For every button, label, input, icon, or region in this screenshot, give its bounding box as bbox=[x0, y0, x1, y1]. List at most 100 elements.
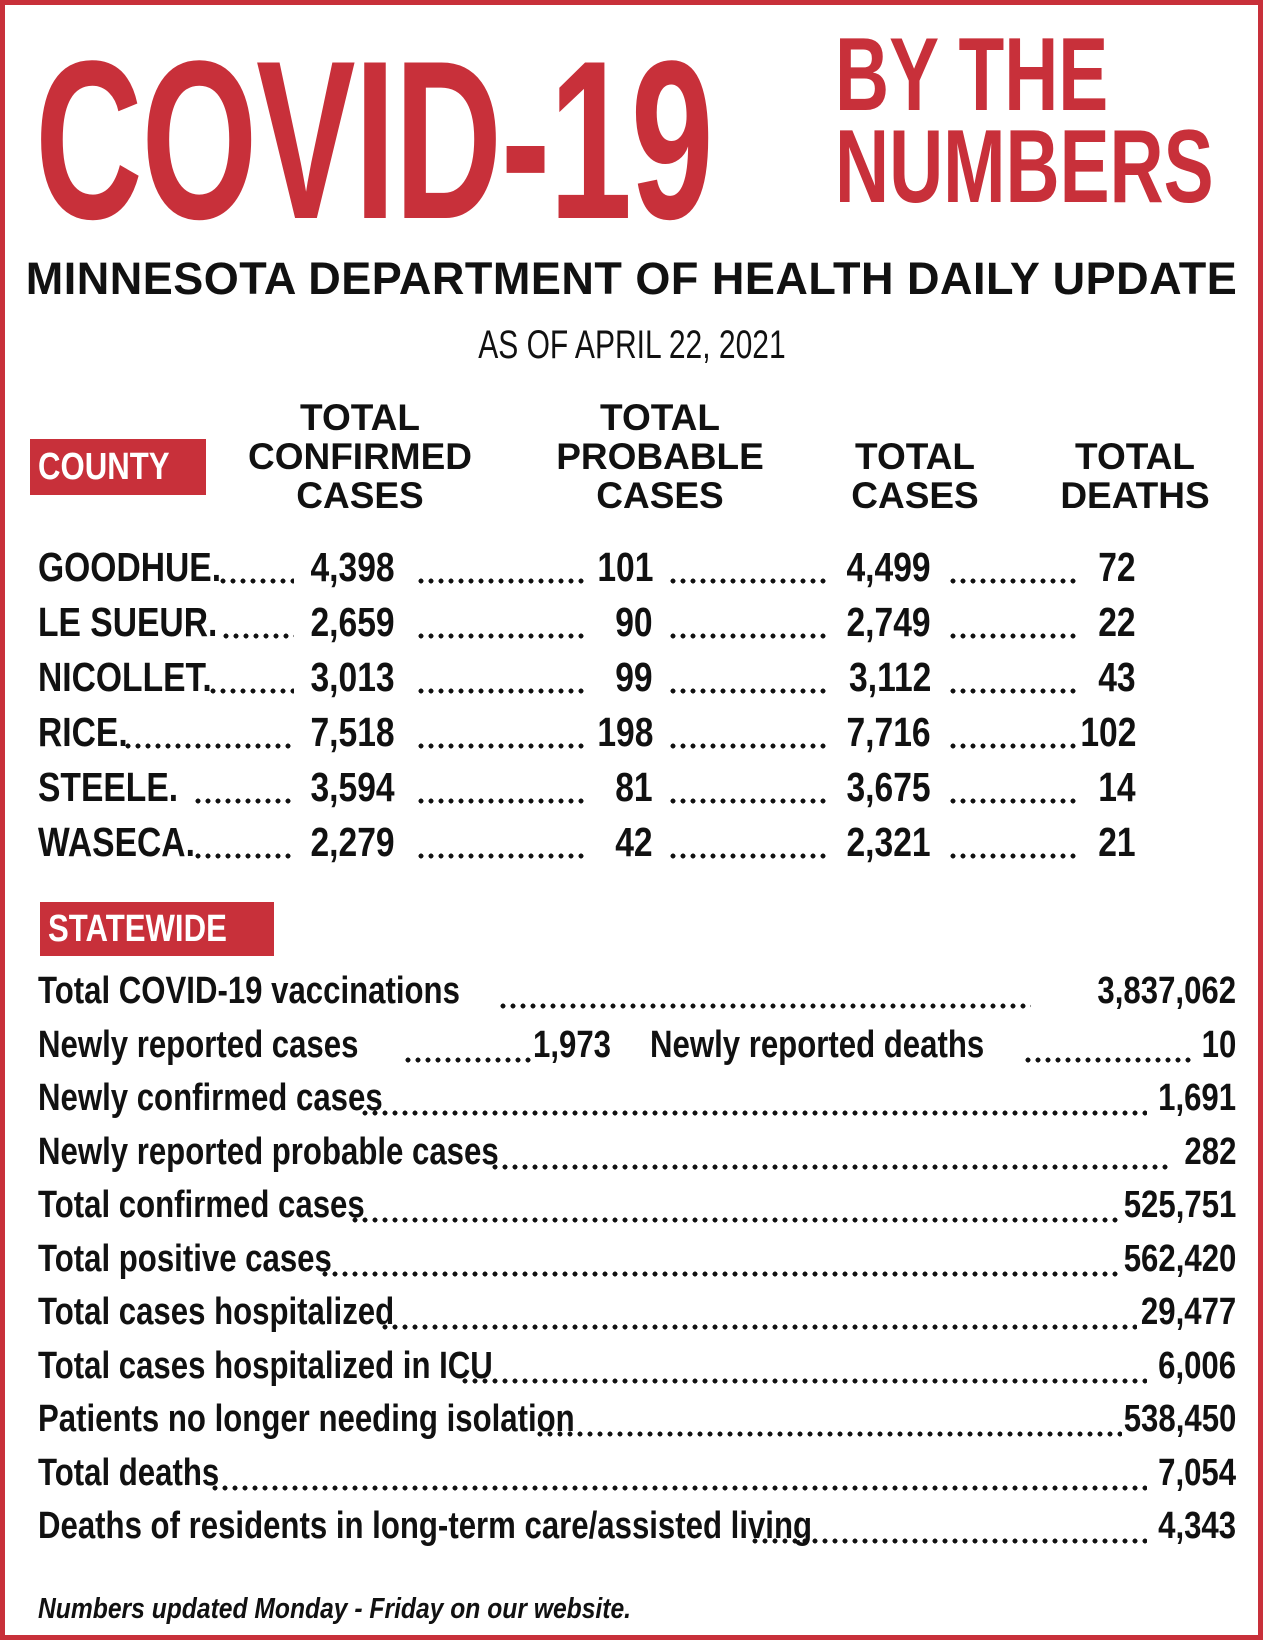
dot-leader bbox=[360, 1110, 1147, 1116]
stat-value-new-cases: 1,973 bbox=[533, 1023, 611, 1066]
stat-label-new-cases: Newly reported cases bbox=[38, 1023, 359, 1066]
county-deaths-value: 22 bbox=[1098, 599, 1136, 645]
as-of-text: AS OF APRIL 22, 2021 bbox=[477, 323, 786, 367]
headline-tag-line2: NUMBERS bbox=[835, 109, 1214, 225]
stat-value: 538,450 bbox=[1123, 1398, 1236, 1440]
county-confirmed-value: 7,518 bbox=[310, 709, 395, 755]
county-total-value: 4,499 bbox=[846, 544, 931, 590]
county-total-value: 3,112 bbox=[848, 654, 931, 700]
stat-label-new-deaths: Newly reported deaths bbox=[650, 1023, 985, 1066]
county-row: GOODHUE. 4,398 101 4,499 72 bbox=[38, 540, 1188, 595]
county-deaths-value: 72 bbox=[1098, 544, 1136, 590]
county-name: RICE. bbox=[38, 709, 128, 755]
dot-leader bbox=[948, 798, 1080, 804]
dot-leader bbox=[948, 578, 1080, 584]
county-confirmed-value: 3,013 bbox=[310, 654, 395, 700]
dot-leader bbox=[320, 1270, 1122, 1277]
dot-leader bbox=[403, 1056, 531, 1063]
county-deaths-value: 21 bbox=[1098, 819, 1136, 865]
dot-leader bbox=[221, 633, 294, 639]
stat-row-vaccinations: Total COVID-19 vaccinations 3,837,062 bbox=[38, 965, 1236, 1019]
stat-label: Patients no longer needing isolation bbox=[38, 1398, 575, 1440]
county-badge: COUNTY bbox=[30, 439, 207, 495]
county-confirmed-value: 3,594 bbox=[310, 764, 395, 810]
dot-leader bbox=[218, 578, 294, 584]
dot-leader bbox=[416, 633, 587, 639]
stat-value: 7,054 bbox=[1158, 1451, 1236, 1494]
dot-leader bbox=[948, 743, 1080, 749]
county-row: STEELE. 3,594 81 3,675 14 bbox=[38, 760, 1188, 815]
column-header-confirmed: TOTAL CONFIRMED CASES bbox=[247, 397, 473, 516]
dot-leader bbox=[668, 798, 830, 804]
stat-label: Total cases hospitalized bbox=[38, 1291, 395, 1333]
dot-leader bbox=[668, 578, 830, 584]
stat-row: Total confirmed cases 525,751 bbox=[38, 1179, 1236, 1233]
stat-value: 562,420 bbox=[1123, 1237, 1236, 1280]
county-name: STEELE. bbox=[38, 764, 179, 810]
as-of-date: AS OF APRIL 22, 2021 bbox=[5, 323, 1258, 368]
county-name: WASECA. bbox=[38, 819, 195, 865]
dot-leader bbox=[948, 853, 1080, 859]
footnote: Numbers updated Monday - Friday on our w… bbox=[38, 1593, 632, 1625]
county-badge-label: COUNTY bbox=[38, 446, 170, 488]
stat-row: Total cases hospitalized in ICU 6,006 bbox=[38, 1340, 1236, 1394]
dot-leader bbox=[948, 688, 1080, 694]
county-total-value: 3,675 bbox=[846, 764, 931, 810]
headline-tag: BY THE NUMBERS bbox=[835, 23, 1214, 225]
dot-leader bbox=[416, 798, 587, 804]
stat-label: Total cases hospitalized in ICU bbox=[38, 1344, 493, 1387]
stat-value: 1,691 bbox=[1158, 1077, 1236, 1119]
county-row: RICE. 7,518 198 7,716 102 bbox=[38, 705, 1188, 760]
dot-leader bbox=[193, 853, 294, 859]
dot-leader bbox=[490, 1163, 1172, 1170]
stat-value: 525,751 bbox=[1123, 1184, 1236, 1226]
county-confirmed-value: 2,659 bbox=[310, 599, 395, 645]
county-confirmed-value: 2,279 bbox=[310, 819, 395, 865]
county-table: GOODHUE. 4,398 101 4,499 72 LE SUEUR. 2,659 90 2… bbox=[38, 540, 1188, 870]
stat-label: Total positive cases bbox=[38, 1237, 332, 1280]
dot-leader bbox=[123, 743, 294, 749]
stat-label: Deaths of residents in long-term care/as… bbox=[38, 1505, 813, 1547]
statewide-badge-label: STATEWIDE bbox=[48, 908, 227, 950]
county-total-value: 7,716 bbox=[846, 709, 931, 755]
county-probable-value: 101 bbox=[596, 544, 653, 590]
dot-leader bbox=[350, 1217, 1122, 1223]
dot-leader bbox=[668, 633, 830, 639]
column-header-probable: TOTAL PROBABLE CASES bbox=[556, 397, 764, 516]
stat-row: Newly confirmed cases 1,691 bbox=[38, 1072, 1236, 1126]
county-total-value: 2,321 bbox=[846, 819, 931, 865]
stat-row: Deaths of residents in long-term care/as… bbox=[38, 1500, 1236, 1554]
dot-leader bbox=[668, 853, 830, 859]
stat-row: Newly reported probable cases 282 bbox=[38, 1126, 1236, 1180]
stat-value: 4,343 bbox=[1158, 1505, 1236, 1547]
stat-value-new-deaths: 10 bbox=[1201, 1023, 1236, 1066]
dot-leader bbox=[208, 688, 294, 694]
county-confirmed-value: 4,398 bbox=[310, 544, 395, 590]
county-probable-value: 99 bbox=[615, 654, 653, 700]
stat-row: Patients no longer needing isolation 538,… bbox=[38, 1393, 1236, 1447]
dot-leader bbox=[416, 578, 587, 584]
headline-main: COVID-19 bbox=[35, 13, 714, 266]
statewide-list: Total COVID-19 vaccinations 3,837,062 Ne… bbox=[38, 965, 1236, 1554]
stat-value: 29,477 bbox=[1140, 1291, 1236, 1333]
stat-value: 282 bbox=[1184, 1130, 1236, 1173]
subhead: MINNESOTA DEPARTMENT OF HEALTH DAILY UPD… bbox=[25, 253, 1238, 304]
column-header-total-deaths: TOTAL DEATHS bbox=[1060, 436, 1210, 516]
dot-leader bbox=[498, 1003, 1031, 1009]
dot-leader bbox=[1023, 1056, 1191, 1063]
stat-row-newly-reported: Newly reported cases 1,973 Newly reporte… bbox=[38, 1019, 1236, 1073]
stat-label: Newly confirmed cases bbox=[38, 1077, 383, 1119]
dot-leader bbox=[668, 743, 830, 749]
county-deaths-value: 14 bbox=[1098, 764, 1136, 810]
dot-leader bbox=[460, 1377, 1147, 1384]
dot-leader bbox=[416, 688, 587, 694]
stat-value: 3,837,062 bbox=[1097, 970, 1236, 1012]
county-name: LE SUEUR. bbox=[38, 599, 218, 645]
county-row: LE SUEUR. 2,659 90 2,749 22 bbox=[38, 595, 1188, 650]
county-deaths-value: 102 bbox=[1079, 709, 1136, 755]
dot-leader bbox=[193, 798, 294, 804]
headline: COVID-19 BY THE NUMBERS bbox=[35, 23, 1245, 255]
stat-row: Total deaths 7,054 bbox=[38, 1447, 1236, 1501]
county-row: NICOLLET. 3,013 99 3,112 43 bbox=[38, 650, 1188, 705]
